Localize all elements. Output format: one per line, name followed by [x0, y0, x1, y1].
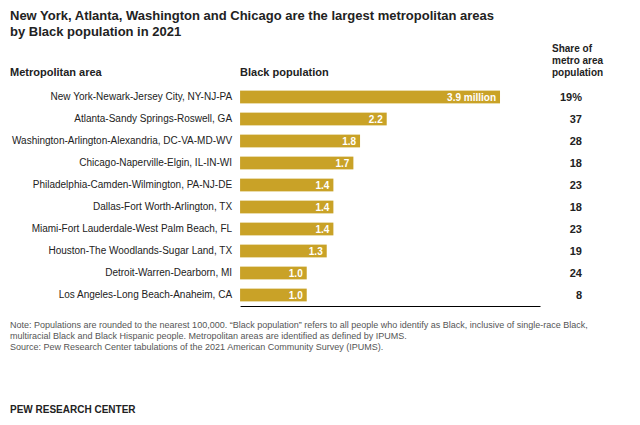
data-label: 1.4 — [315, 202, 329, 213]
title: New York, Atlanta, Washington and Chicag… — [10, 8, 494, 39]
share-value: 18 — [570, 157, 582, 169]
y-tick: Los Angeles-Long Beach-Anaheim, CA — [59, 289, 233, 300]
y-tick-label: Houston-The Woodlands-Sugar Land, TX — [48, 245, 232, 256]
data-label: 1.8 — [342, 136, 356, 147]
y-tick: Detroit-Warren-Dearborn, MI — [105, 267, 232, 278]
y-tick-label: Los Angeles-Long Beach-Anaheim, CA — [59, 289, 233, 300]
text-line: by Black population in 2021 — [10, 24, 181, 39]
data-labels: 3.9 million 2.2 1.8 1.7 1.4 1.4 1.4 1.3 1.0 1.0 — [289, 92, 496, 301]
y-axis: New York-Newark-Jersey City, NY-NJ-PA Atl… — [12, 91, 233, 300]
share-value: 28 — [570, 135, 582, 147]
bar — [240, 289, 307, 302]
bar — [240, 157, 353, 170]
y-tick: Houston-The Woodlands-Sugar Land, TX — [48, 245, 232, 256]
y-tick: Washington-Arlington-Alexandria, DC-VA-M… — [12, 135, 232, 146]
bar — [240, 245, 327, 258]
y-tick-label: Atlanta-Sandy Springs-Roswell, GA — [74, 113, 232, 124]
y-tick-label: Philadelphia-Camden-Wilmington, PA-NJ-DE — [33, 179, 233, 190]
y-tick-label: Chicago-Naperville-Elgin, IL-IN-WI — [79, 157, 232, 168]
bar — [240, 267, 307, 280]
bar — [240, 179, 333, 192]
data-label: 1.0 — [289, 290, 303, 301]
y-tick: Chicago-Naperville-Elgin, IL-IN-WI — [79, 157, 232, 168]
chart: New York, Atlanta, Washington and Chicag… — [0, 0, 640, 425]
x-axis-title: Black population — [240, 66, 329, 78]
share-value: 8 — [576, 289, 582, 301]
bars — [240, 91, 500, 302]
y-tick-label: Washington-Arlington-Alexandria, DC-VA-M… — [12, 135, 232, 146]
text-line: multiracial Black and Black Hispanic peo… — [10, 331, 407, 341]
note: Note: Populations are rounded to the nea… — [10, 320, 588, 352]
data-label: 1.4 — [315, 224, 329, 235]
y-tick-label: Detroit-Warren-Dearborn, MI — [105, 267, 232, 278]
x-axis-line — [241, 306, 541, 307]
text-line: New York, Atlanta, Washington and Chicag… — [10, 8, 494, 23]
text-line: Note: Populations are rounded to the nea… — [10, 320, 588, 330]
source: PEW RESEARCH CENTER — [10, 404, 136, 415]
y-tick-label: New York-Newark-Jersey City, NY-NJ-PA — [51, 91, 233, 102]
share-value: 19 — [570, 245, 582, 257]
share-value: 23 — [570, 179, 582, 191]
y-tick: Miami-Fort Lauderdale-West Palm Beach, F… — [32, 223, 233, 234]
bar — [240, 135, 360, 148]
data-label: 3.9 million — [447, 92, 496, 103]
bar — [240, 201, 333, 214]
share-value: 19% — [560, 91, 582, 103]
bar — [240, 91, 500, 104]
bar — [240, 113, 387, 126]
text-line: metro area — [552, 55, 604, 66]
share-values: 19% 37 28 18 23 18 23 19 24 8 — [560, 91, 583, 301]
text-line: population — [552, 67, 603, 78]
share-value: 37 — [570, 113, 582, 125]
data-label: 1.3 — [309, 246, 323, 257]
data-label: 1.4 — [315, 180, 329, 191]
text-line: Share of — [552, 43, 593, 54]
data-label: 1.7 — [335, 158, 349, 169]
y-axis-title: Metropolitan area — [10, 66, 103, 78]
share-value: 18 — [570, 201, 582, 213]
y-tick: Dallas-Fort Worth-Arlington, TX — [93, 201, 232, 212]
share-value: 23 — [570, 223, 582, 235]
data-label: 2.2 — [369, 114, 383, 125]
y-tick: Atlanta-Sandy Springs-Roswell, GA — [74, 113, 232, 124]
y-tick: New York-Newark-Jersey City, NY-NJ-PA — [51, 91, 233, 102]
y-tick-label: Miami-Fort Lauderdale-West Palm Beach, F… — [32, 223, 233, 234]
bar — [240, 223, 333, 236]
y-tick-label: Dallas-Fort Worth-Arlington, TX — [93, 201, 232, 212]
x-axis — [241, 306, 541, 307]
text-line: Source: Pew Research Center tabulations … — [10, 342, 383, 352]
y-tick: Philadelphia-Camden-Wilmington, PA-NJ-DE — [33, 179, 233, 190]
share-value: 24 — [570, 267, 583, 279]
data-label: 1.0 — [289, 268, 303, 279]
share-header: Share ofmetro areapopulation — [552, 43, 604, 78]
